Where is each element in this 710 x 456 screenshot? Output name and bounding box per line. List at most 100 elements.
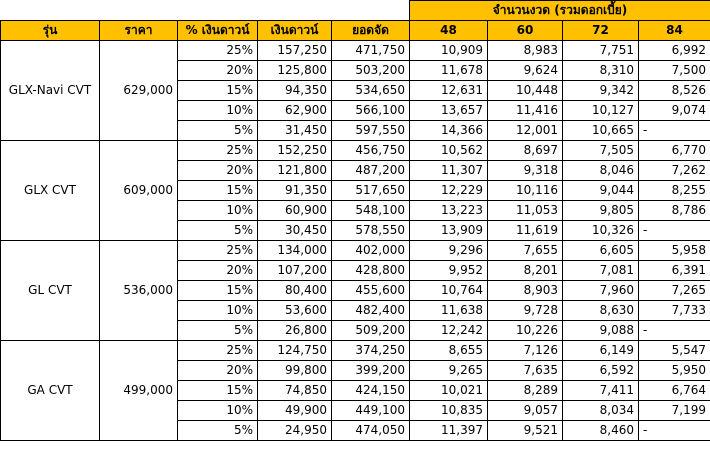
financed-amount-cell: 428,800 (331, 260, 410, 281)
installment-48-cell: 9,265 (409, 360, 488, 381)
col-header-60: 60 (487, 20, 563, 41)
installment-60-cell: 9,624 (487, 60, 563, 81)
financed-amount-cell: 509,200 (331, 320, 410, 341)
down-percent-cell: 15% (177, 180, 258, 201)
table-row: 5% 31,450 597,550 14,366 12,001 10,665- (1, 120, 710, 141)
down-percent-cell: 5% (177, 120, 258, 141)
down-payment-cell: 134,000 (257, 240, 332, 261)
installment-72-cell: 7,751 (562, 40, 639, 61)
down-percent-cell: 15% (177, 280, 258, 301)
table-row: GA CVT 499,000 25% 124,750 374,250 8,655 7,126… (0, 340, 710, 441)
down-payment-cell: 94,350 (257, 80, 332, 101)
table-body: GLX-Navi CVT 629,000 25% 157,250 471,750 10,9… (0, 40, 710, 441)
installment-60-cell: 9,728 (487, 300, 563, 321)
header-blank (331, 0, 410, 21)
table-row: 15% 80,400 455,600 10,764 8,903 7,960 7,265 (1, 280, 710, 301)
installment-48-cell: 12,229 (409, 180, 488, 201)
installment-72-cell: 9,342 (562, 80, 639, 101)
down-payment-cell: 121,800 (257, 160, 332, 181)
down-payment-cell: 30,450 (257, 220, 332, 241)
down-percent-cell: 5% (177, 320, 258, 341)
col-header-84: 84 (638, 20, 710, 41)
financed-amount-cell: 597,550 (331, 120, 410, 141)
down-payment-cell: 24,950 (257, 420, 332, 441)
financed-amount-cell: 474,050 (331, 420, 410, 441)
installment-48-cell: 8,655 (409, 340, 488, 361)
installment-60-cell: 7,126 (487, 340, 563, 361)
header-blank (177, 0, 258, 21)
down-percent-cell: 20% (177, 260, 258, 281)
installment-84-cell: 5,958 (638, 240, 710, 261)
header-blank (99, 0, 178, 21)
table-row: 10% 62,900 566,100 13,657 11,416 10,127 9,074 (1, 100, 710, 121)
installment-84-cell: - (638, 420, 710, 441)
down-payment-cell: 107,200 (257, 260, 332, 281)
model-name-cell: GL CVT (0, 240, 100, 341)
installment-60-cell: 8,289 (487, 380, 563, 401)
installment-84-cell: - (638, 220, 710, 241)
table-row: 15% 94,350 534,650 12,631 10,448 9,342 8,526 (1, 80, 710, 101)
installment-60-cell: 9,318 (487, 160, 563, 181)
down-payment-cell: 53,600 (257, 300, 332, 321)
header-row-1: จำนวนงวด (รวมดอกเบี้ย) (0, 0, 710, 21)
down-payment-cell: 62,900 (257, 100, 332, 121)
financed-amount-cell: 482,400 (331, 300, 410, 321)
col-header-price: ราคา (99, 20, 178, 41)
installment-72-cell: 7,960 (562, 280, 639, 301)
down-payment-cell: 157,250 (257, 40, 332, 61)
installment-72-cell: 9,044 (562, 180, 639, 201)
installment-84-cell: 6,992 (638, 40, 710, 61)
down-payment-cell: 31,450 (257, 120, 332, 141)
installment-84-cell: 6,391 (638, 260, 710, 281)
down-percent-cell: 10% (177, 300, 258, 321)
installment-72-cell: 8,310 (562, 60, 639, 81)
down-payment-cell: 60,900 (257, 200, 332, 221)
down-payment-cell: 125,800 (257, 60, 332, 81)
installment-48-cell: 10,835 (409, 400, 488, 421)
col-header-financed: ยอดจัด (331, 20, 410, 41)
installment-72-cell: 7,505 (562, 140, 639, 161)
col-header-down-payment: เงินดาวน์ (257, 20, 332, 41)
down-payment-cell: 80,400 (257, 280, 332, 301)
model-name-cell: GLX-Navi CVT (0, 40, 100, 141)
down-payment-cell: 91,350 (257, 180, 332, 201)
installment-48-cell: 11,397 (409, 420, 488, 441)
installment-60-cell: 7,655 (487, 240, 563, 261)
installment-72-cell: 6,149 (562, 340, 639, 361)
installment-84-cell: 6,770 (638, 140, 710, 161)
installment-72-cell: 7,411 (562, 380, 639, 401)
down-percent-cell: 10% (177, 100, 258, 121)
installment-48-cell: 9,952 (409, 260, 488, 281)
installment-60-cell: 9,521 (487, 420, 563, 441)
header-blank (0, 0, 100, 21)
installment-84-cell: 7,500 (638, 60, 710, 81)
installment-48-cell: 10,764 (409, 280, 488, 301)
table-row: 20% 125,800 503,200 11,678 9,624 8,310 7,500 (1, 60, 710, 81)
financed-amount-cell: 566,100 (331, 100, 410, 121)
model-price-cell: 629,000 (99, 40, 178, 141)
installment-84-cell: 5,950 (638, 360, 710, 381)
installment-48-cell: 11,638 (409, 300, 488, 321)
financed-amount-cell: 578,550 (331, 220, 410, 241)
down-payment-cell: 74,850 (257, 380, 332, 401)
col-header-48: 48 (409, 20, 488, 41)
installment-84-cell: 8,526 (638, 80, 710, 101)
installment-60-cell: 11,053 (487, 200, 563, 221)
financed-amount-cell: 487,200 (331, 160, 410, 181)
installment-84-cell: 8,786 (638, 200, 710, 221)
installment-84-cell: 7,262 (638, 160, 710, 181)
model-price-cell: 536,000 (99, 240, 178, 341)
down-percent-cell: 25% (177, 240, 258, 261)
installment-84-cell: 7,199 (638, 400, 710, 421)
down-percent-cell: 25% (177, 340, 258, 361)
installment-48-cell: 13,223 (409, 200, 488, 221)
model-name-cell: GLX CVT (0, 140, 100, 241)
col-header-down-percent: % เงินดาวน์ (177, 20, 258, 41)
installment-60-cell: 11,416 (487, 100, 563, 121)
installment-60-cell: 8,201 (487, 260, 563, 281)
down-percent-cell: 5% (177, 420, 258, 441)
header-row-2: รุ่น ราคา % เงินดาวน์ เงินดาวน์ ยอดจัด 4… (0, 20, 710, 41)
installment-84-cell: 7,733 (638, 300, 710, 321)
installment-84-cell: - (638, 120, 710, 141)
financed-amount-cell: 399,200 (331, 360, 410, 381)
